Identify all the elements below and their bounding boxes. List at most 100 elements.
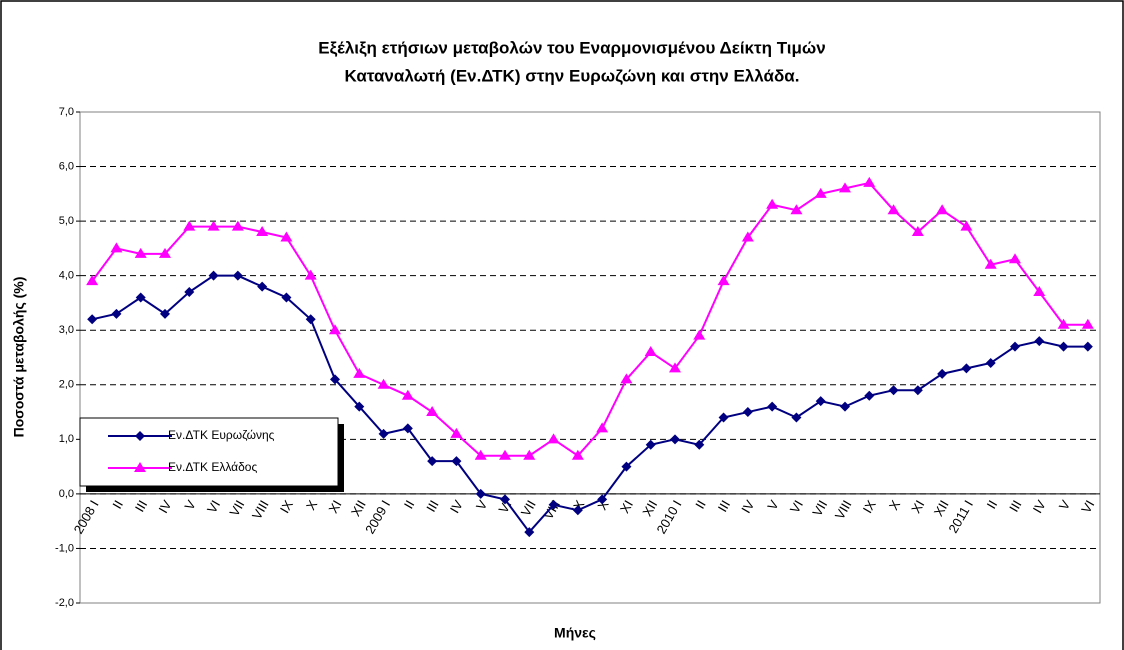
point — [717, 275, 730, 286]
series-line — [91, 274, 1088, 534]
point — [134, 247, 147, 258]
point — [840, 401, 850, 412]
point — [1081, 318, 1094, 329]
point — [184, 287, 195, 298]
point — [499, 449, 511, 460]
chart-title: Εξέλιξη ετήσιων μεταβολών του Εναρμονισμ… — [318, 38, 826, 57]
chart-title: Καταναλωτή (Εν.ΔΤΚ) στην Ευρωζώνη και στ… — [345, 66, 800, 85]
y-tick-label: -1,0 — [55, 542, 74, 554]
y-tick-label: 5,0 — [59, 215, 74, 227]
point — [401, 389, 414, 400]
point — [548, 499, 559, 510]
point — [474, 449, 487, 460]
point — [911, 226, 924, 237]
point — [669, 362, 681, 373]
point — [305, 314, 316, 325]
point — [500, 494, 510, 505]
point — [1010, 341, 1020, 352]
point — [912, 385, 923, 396]
point — [596, 422, 609, 433]
y-axis-title: Ποσοστά μεταβολής (%) — [11, 277, 27, 438]
point — [1058, 341, 1069, 352]
point — [936, 204, 949, 215]
point — [87, 314, 98, 325]
point — [451, 456, 462, 467]
point — [232, 270, 243, 281]
point — [863, 176, 876, 187]
point — [427, 456, 438, 467]
point — [281, 292, 292, 303]
point — [839, 182, 851, 193]
point — [937, 368, 948, 379]
y-tick-label: 6,0 — [59, 160, 74, 172]
point — [231, 220, 244, 231]
point — [135, 292, 146, 303]
point — [961, 363, 972, 374]
point — [742, 407, 753, 418]
point — [547, 433, 560, 444]
series-line — [91, 181, 1088, 458]
y-tick-label: 3,0 — [59, 324, 74, 336]
point — [790, 204, 803, 215]
point — [960, 220, 973, 231]
point — [766, 198, 779, 209]
legend-label: Εν.ΔΤΚ Ελλάδος — [168, 460, 257, 474]
point — [353, 367, 366, 378]
point — [402, 423, 413, 434]
point — [815, 396, 826, 407]
x-tick-label: VII — [518, 498, 539, 519]
x-tick-label: XII — [639, 498, 660, 519]
point — [814, 187, 827, 198]
legend-label: Εν.ΔΤΚ Ευρωζώνης — [168, 428, 275, 442]
x-axis-title: Μήνες — [554, 625, 596, 641]
point — [135, 431, 145, 441]
point — [620, 373, 633, 384]
point — [694, 439, 705, 450]
point — [718, 412, 729, 423]
point — [450, 427, 463, 438]
point — [1057, 318, 1070, 329]
point — [330, 374, 340, 385]
point — [207, 220, 220, 231]
point — [791, 412, 802, 423]
y-tick-label: 4,0 — [59, 270, 74, 282]
point — [354, 401, 365, 412]
y-tick-label: -2,0 — [55, 597, 74, 609]
point — [693, 329, 706, 340]
point — [644, 346, 657, 357]
point — [985, 357, 996, 368]
point — [304, 269, 317, 280]
point — [645, 439, 656, 450]
point — [524, 527, 535, 538]
point — [111, 308, 122, 319]
point — [134, 462, 146, 472]
point — [86, 275, 99, 286]
point — [572, 505, 583, 516]
x-tick-label: XII — [348, 498, 369, 519]
point — [208, 270, 219, 281]
point — [1009, 253, 1021, 264]
point — [329, 324, 341, 335]
point — [1034, 336, 1045, 347]
x-tick-label: VII — [809, 498, 830, 519]
point — [1033, 286, 1046, 297]
point — [621, 461, 632, 472]
y-tick-label: 0,0 — [59, 488, 74, 500]
point — [377, 378, 390, 389]
point — [1082, 341, 1093, 352]
point — [888, 385, 899, 396]
point — [159, 247, 171, 258]
point — [523, 449, 536, 460]
point — [110, 242, 123, 253]
point — [887, 204, 900, 215]
point — [767, 401, 778, 412]
point — [864, 390, 875, 401]
point — [741, 231, 754, 242]
y-tick-label: 7,0 — [59, 106, 74, 118]
x-tick-label: VII — [226, 498, 247, 519]
point — [280, 231, 293, 242]
y-tick-label: 2,0 — [59, 379, 74, 391]
point — [426, 406, 439, 417]
legend — [79, 417, 339, 487]
